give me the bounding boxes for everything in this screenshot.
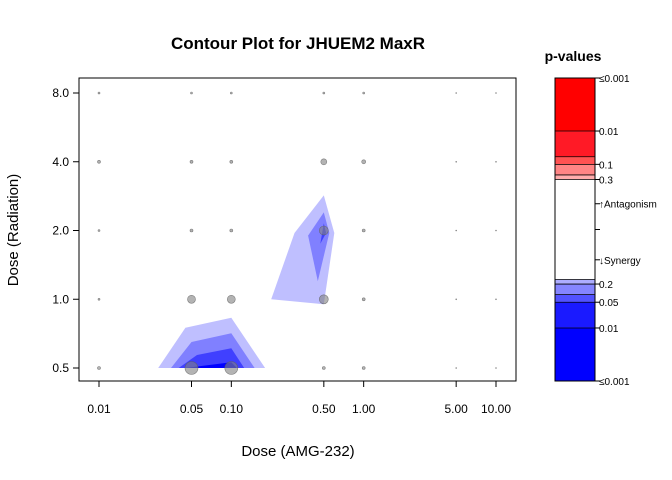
data-point-19 [455, 229, 458, 232]
y-tick-label-1: 1.0 [52, 292, 69, 306]
data-point-8 [189, 160, 194, 164]
data-point-6 [495, 92, 497, 94]
legend-tick-label-9: 0.01 [599, 127, 619, 138]
contour-regions [158, 195, 335, 368]
legend-tick-label-4: ↓Synergy [599, 256, 641, 267]
data-points [97, 91, 497, 375]
legend-band-2 [555, 294, 595, 303]
data-point-22 [187, 294, 196, 304]
data-point-7 [97, 160, 101, 164]
data-point-31 [321, 366, 326, 370]
data-point-18 [361, 228, 366, 233]
data-point-25 [361, 297, 366, 302]
chart-title: Contour Plot for JHUEM2 MaxR [171, 34, 425, 53]
legend-band-1 [555, 302, 595, 328]
data-point-33 [455, 367, 458, 369]
y-tick-label-0: 0.5 [52, 361, 69, 375]
data-point-21 [97, 297, 101, 301]
data-point-20 [495, 229, 497, 232]
legend-tick-label-0: ≤0.001 [599, 377, 630, 388]
data-point-27 [495, 298, 497, 301]
legend-band-0 [555, 327, 595, 381]
legend-band-7 [555, 164, 595, 175]
y-tick-label-4: 8.0 [52, 86, 69, 100]
legend-band-5 [555, 179, 595, 280]
data-point-3 [322, 91, 326, 95]
legend-tick-label-6: ↑Antagonism [599, 200, 657, 211]
data-point-28 [97, 366, 101, 370]
x-tick-label-3: 0.50 [312, 402, 336, 416]
plot-area [78, 77, 517, 382]
x-tick-label-6: 10.00 [481, 402, 511, 416]
legend-tick-label-10: ≤0.001 [599, 74, 630, 85]
plot-border [78, 77, 517, 382]
data-point-12 [455, 161, 458, 163]
legend-tick-label-3: 0.2 [599, 280, 613, 291]
data-point-10 [320, 158, 328, 166]
legend-tick-label-7: 0.3 [599, 176, 613, 187]
legend-ticks: ≤0.001 0.01 0.05 0.2 ↓Synergy ↑Antagonism 0.3 0… [595, 74, 657, 388]
y-axis-label: Dose (Radiation) [5, 174, 22, 287]
legend-band-6 [555, 174, 595, 180]
legend-bands [555, 78, 595, 381]
data-point-1 [190, 91, 193, 95]
data-point-0 [97, 91, 101, 95]
x-tick-label-2: 0.10 [220, 402, 244, 416]
legend-tick-label-8: 0.1 [599, 160, 613, 171]
data-point-23 [227, 294, 236, 304]
data-point-17 [318, 225, 329, 236]
data-point-14 [97, 229, 101, 232]
x-tick-label-4: 1.00 [352, 402, 376, 416]
legend-tick-label-1: 0.01 [599, 324, 619, 335]
data-point-15 [189, 228, 194, 233]
y-tick-label-3: 4.0 [52, 155, 69, 169]
data-point-32 [361, 366, 366, 370]
y-tick-label-2: 2.0 [52, 224, 69, 238]
x-axis-label: Dose (AMG-232) [241, 443, 354, 460]
legend-band-8 [555, 156, 595, 165]
legend-tick-label-2: 0.05 [599, 298, 619, 309]
legend-band-9 [555, 131, 595, 157]
data-point-5 [455, 92, 458, 94]
data-point-11 [361, 159, 367, 165]
data-point-26 [455, 298, 458, 301]
contour-region-3 [185, 362, 237, 368]
data-point-16 [229, 228, 234, 233]
y-axis: 0.5 1.0 2.0 4.0 8.0 [52, 86, 79, 375]
legend-band-4 [555, 279, 595, 285]
legend: p-values ≤0.001 0.01 0.05 0.2 ↓Synergy ↑Antag… [545, 48, 657, 388]
x-axis: 0.01 0.05 0.10 0.50 1.00 5.00 10.00 [87, 381, 511, 416]
data-point-30 [224, 361, 239, 375]
data-point-4 [362, 91, 366, 95]
legend-title: p-values [545, 48, 602, 64]
legend-band-10 [555, 78, 595, 132]
data-point-34 [495, 367, 497, 369]
x-tick-label-1: 0.05 [180, 402, 204, 416]
x-tick-label-0: 0.01 [87, 402, 111, 416]
data-point-2 [230, 91, 233, 95]
x-tick-label-5: 5.00 [444, 402, 468, 416]
data-point-24 [318, 294, 329, 305]
data-point-29 [184, 361, 199, 375]
data-point-13 [495, 161, 497, 163]
legend-band-3 [555, 284, 595, 295]
data-point-9 [229, 160, 234, 164]
